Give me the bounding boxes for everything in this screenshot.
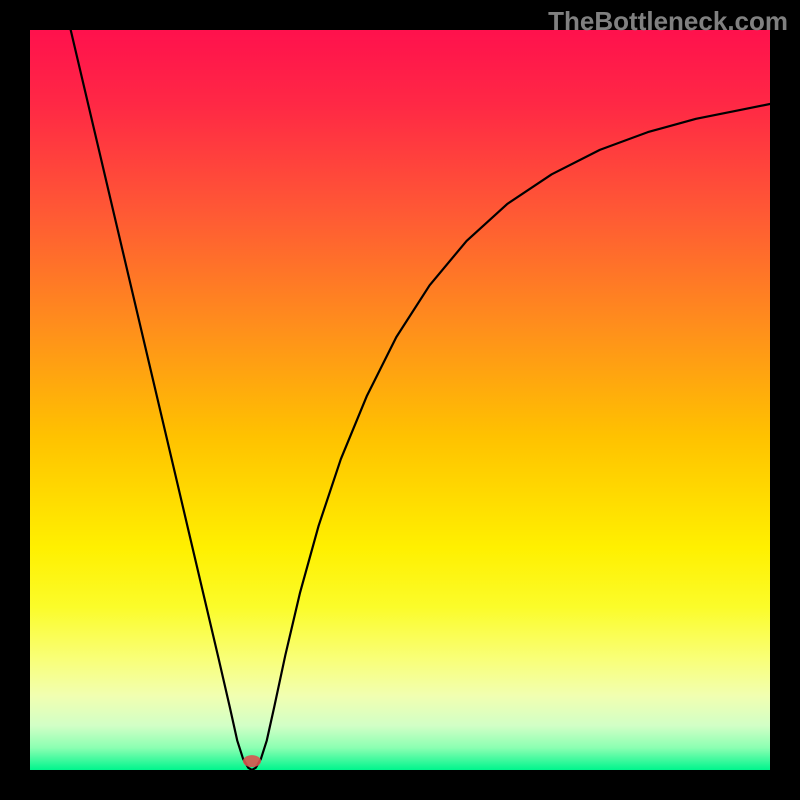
plot-area — [30, 30, 770, 770]
gradient-background — [30, 30, 770, 770]
watermark: TheBottleneck.com — [548, 6, 788, 37]
chart-frame: TheBottleneck.com — [0, 0, 800, 800]
optimal-marker — [243, 755, 261, 767]
